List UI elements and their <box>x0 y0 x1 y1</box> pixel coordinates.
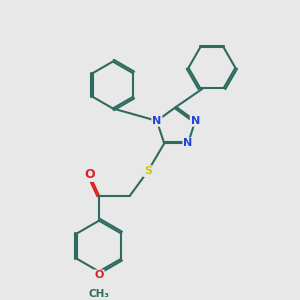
Text: N: N <box>152 116 161 126</box>
Text: O: O <box>94 270 104 280</box>
Text: S: S <box>144 166 152 176</box>
Text: N: N <box>191 116 200 126</box>
Text: N: N <box>183 138 193 148</box>
Text: CH₃: CH₃ <box>88 289 110 299</box>
Text: O: O <box>84 168 94 181</box>
